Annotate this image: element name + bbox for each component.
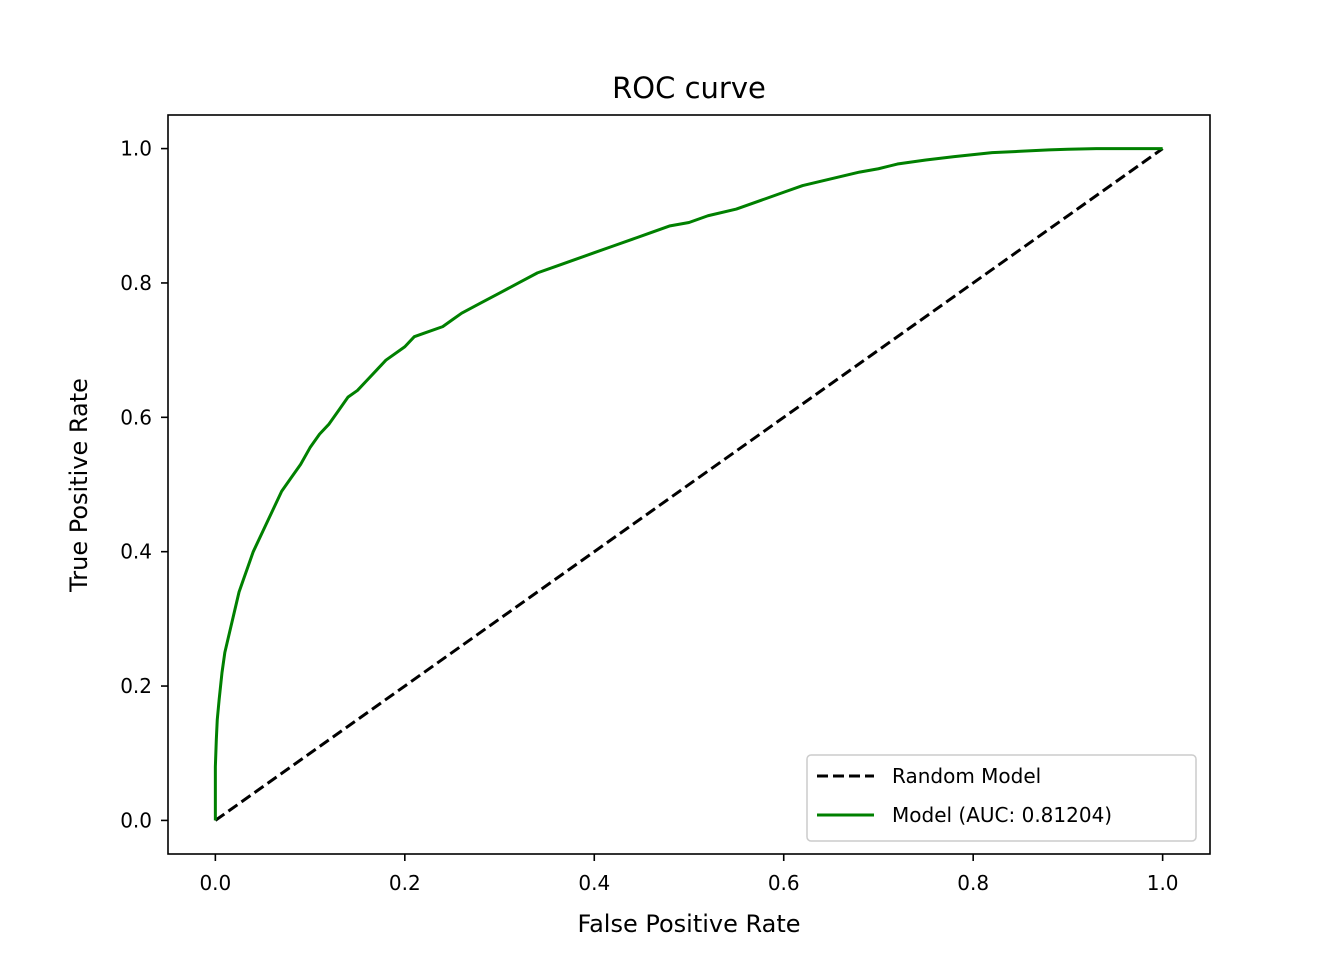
plot-area [167, 114, 1211, 855]
y-tick-label: 0.2 [120, 674, 152, 698]
legend-label-1: Model (AUC: 0.81204) [892, 803, 1112, 827]
series-line-0 [214, 147, 1164, 822]
axis-ticks: 0.0 0.2 0.4 0.6 0.8 1.0 0.0 0.2 0.4 0.6 0.8 1.0 [120, 137, 1178, 895]
legend-box [806, 754, 1197, 842]
x-tick-label: 0.2 [389, 871, 421, 895]
y-tick-label: 0.6 [120, 405, 152, 429]
x-tick-label: 0.0 [199, 871, 231, 895]
x-tick-label: 0.4 [578, 871, 610, 895]
legend-label-0: Random Model [892, 764, 1041, 788]
x-tick-label: 1.0 [1147, 871, 1179, 895]
y-tick-label: 0.4 [120, 540, 152, 564]
x-tick-label: 0.6 [768, 871, 800, 895]
axes-frame [167, 114, 1211, 855]
series-line-1 [213, 147, 1163, 821]
y-tick-label: 1.0 [120, 137, 152, 161]
y-tick-label: 0.0 [120, 808, 152, 832]
y-tick-label: 0.8 [120, 271, 152, 295]
legend: Random Model Model (AUC: 0.81204) [806, 754, 1197, 842]
chart-title: ROC curve [612, 71, 766, 105]
x-axis-label: False Positive Rate [577, 910, 800, 938]
y-axis-label: True Positive Rate [65, 378, 93, 593]
x-tick-label: 0.8 [957, 871, 989, 895]
